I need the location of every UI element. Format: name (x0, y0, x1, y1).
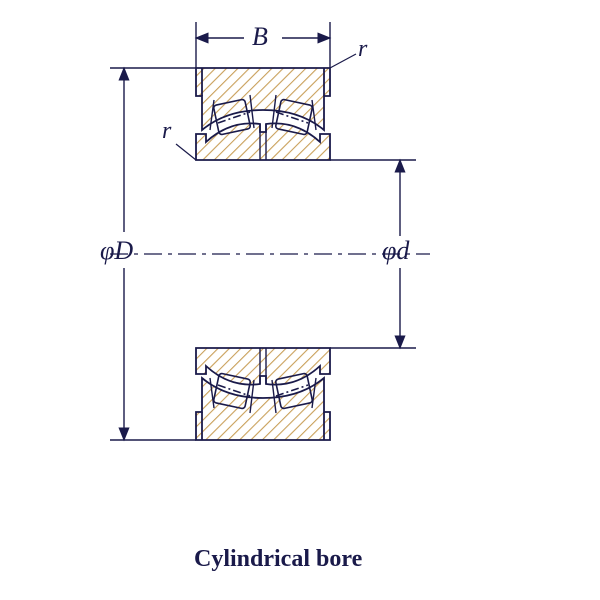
fillet-r-outer (330, 54, 356, 68)
label-d: φd (382, 236, 409, 266)
label-B: B (252, 22, 268, 52)
label-r-inner: r (162, 118, 171, 145)
label-r-outer: r (358, 36, 367, 63)
inner-ring-upper (196, 123, 330, 160)
bearing-diagram: B φD φd r r Cylindrical bore (0, 0, 600, 600)
fillet-r-inner (176, 144, 196, 160)
inner-ring-lower (196, 348, 330, 385)
label-D: φD (100, 236, 133, 266)
bearing-svg (0, 0, 600, 600)
diagram-caption: Cylindrical bore (194, 546, 362, 573)
